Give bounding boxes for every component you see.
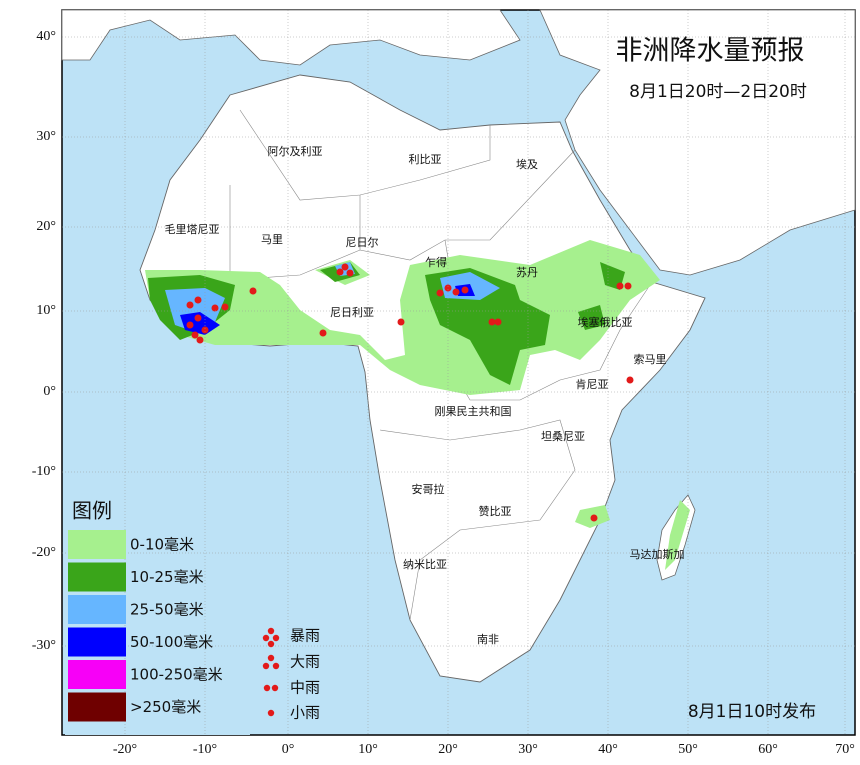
map-title: 非洲降水量预报 [616,36,805,67]
country-label: 苏丹 [516,266,538,279]
legend-swatch [68,660,126,689]
country-label: 毛里塔尼亚 [165,223,220,236]
legend-symbol-label: 大雨 [290,653,320,671]
country-label: 坦桑尼亚 [541,429,585,443]
country-label: 利比亚 [409,153,442,166]
rain-dot [444,284,452,292]
legend-symbol-dot [262,662,270,670]
rain-dot [211,304,219,312]
country-label: 埃塞俄比亚 [578,315,633,329]
country-label: 尼日利亚 [330,306,374,319]
legend-symbol-dot [272,634,280,642]
rain-dot [616,282,624,290]
latitude-label: 10° [36,303,56,318]
longitude-label: 60° [758,742,778,757]
middle-east [539,9,856,276]
legend-swatch [68,595,126,624]
rain-dot [397,318,405,326]
legend-symbol-dot [271,684,279,692]
country-label: 阿尔及利亚 [268,145,323,158]
longitude-label: 0° [282,742,295,757]
longitude-label: -20° [113,742,137,757]
longitude-label: 10° [358,742,378,757]
europe [61,9,521,66]
legend-label: >250毫米 [130,698,201,716]
legend-symbol-label: 中雨 [290,679,320,697]
rain-dot [201,326,209,334]
latitude-label: 40° [36,29,56,44]
country-label: 尼日尔 [346,236,379,249]
legend-label: 50-100毫米 [130,633,213,651]
legend-label: 0-10毫米 [130,536,194,554]
rain-dot [452,288,460,296]
country-label: 刚果民主共和国 [435,405,512,418]
rain-dot [194,296,202,304]
rain-dot [590,514,598,522]
latitude-label: 30° [36,129,56,144]
legend-symbol-dot [262,634,270,642]
latitude-label: 20° [36,219,56,234]
rain-dot [186,301,194,309]
country-label: 索马里 [634,352,667,366]
country-label: 赞比亚 [479,505,512,518]
rain-dot [624,282,632,290]
rain-area [145,240,660,395]
legend-symbol-dot [267,640,275,648]
legend-symbol-label: 暴雨 [290,627,320,645]
longitude-label: -10° [193,742,217,757]
legend-swatch [68,562,126,592]
latitude-label: 0° [43,384,56,399]
legend-title: 图例 [72,499,112,523]
country-label: 纳米比亚 [403,558,447,571]
country-label: 安哥拉 [412,482,445,496]
country-label: 肯尼亚 [576,378,609,391]
rain-area [665,500,690,570]
legend-symbol-dot [267,627,275,635]
legend-symbol-dot [263,684,271,692]
country-label: 马达加斯加 [630,548,685,561]
latitude-label: -30° [32,638,56,653]
rain-dots [186,263,634,522]
legend-label: 25-50毫米 [130,601,204,619]
latitude-label: -20° [32,545,56,560]
rain-area [180,312,220,335]
rain-dot [221,303,229,311]
longitude-label: 40° [598,742,618,757]
legend-symbol-dot [267,709,275,717]
rain-dot [194,314,202,322]
rain-dot [626,376,634,384]
rain-dot [461,286,469,294]
country-label: 乍得 [425,255,447,269]
legend-symbol-dot [267,654,275,662]
rain-dot [488,318,496,326]
rain-dot [249,287,257,295]
country-label: 南非 [477,633,499,646]
legend-symbol-dot [272,662,280,670]
rain-dot [191,331,199,339]
rain-dot [341,263,349,271]
legend-swatch [68,627,126,657]
country-label: 马里 [261,233,283,246]
legend-label: 10-25毫米 [130,568,204,586]
country-label: 埃及 [516,157,538,171]
issue-time: 8月1日10时发布 [688,702,816,722]
rain-dot [196,336,204,344]
legend-swatch [68,530,126,559]
rain-dot [336,268,344,276]
legend-symbol-label: 小雨 [290,704,320,722]
rain-dot [436,289,444,297]
rain-dot [319,329,327,337]
rain-dot [186,321,194,329]
legend-label: 100-250毫米 [130,666,223,684]
longitude-label: 20° [438,742,458,757]
latitude-label: -10° [32,464,56,479]
map-subtitle: 8月1日20时—2日20时 [629,82,807,102]
longitude-label: 70° [835,742,855,757]
longitude-label: 50° [678,742,698,757]
legend-swatch [68,692,126,722]
rain-dot [494,318,502,326]
rain-dot [346,269,354,277]
longitude-label: 30° [518,742,538,757]
